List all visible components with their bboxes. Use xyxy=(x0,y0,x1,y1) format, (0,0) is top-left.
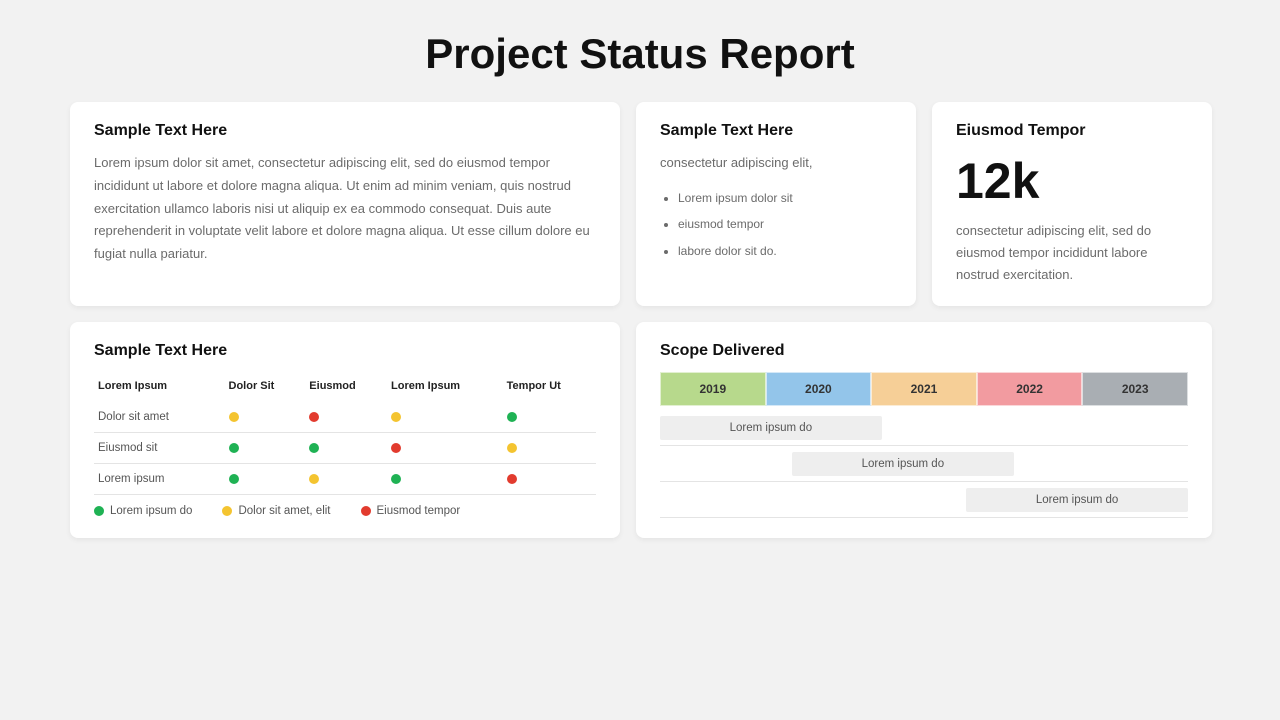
scope-year-row: 20192020202120222023 xyxy=(660,372,1188,406)
legend-label: Dolor sit amet, elit xyxy=(238,505,330,517)
status-cell xyxy=(387,433,503,464)
kpi-caption: consectetur adipiscing elit, sed do eius… xyxy=(956,220,1188,286)
status-dot-icon xyxy=(391,412,401,422)
dashboard-grid: Sample Text Here Lorem ipsum dolor sit a… xyxy=(70,102,1210,538)
status-dot-icon xyxy=(507,474,517,484)
status-cell xyxy=(305,433,387,464)
status-dot-icon xyxy=(309,443,319,453)
notes-intro: consectetur adipiscing elit, xyxy=(660,152,892,175)
scope-bars: Lorem ipsum do Lorem ipsum do Lorem ipsum … xyxy=(660,410,1188,518)
status-cell xyxy=(387,402,503,433)
col-header: Dolor Sit xyxy=(225,372,306,402)
kpi-title: Eiusmod Tempor xyxy=(956,122,1188,140)
status-cell xyxy=(225,433,306,464)
col-header: Tempor Ut xyxy=(503,372,596,402)
status-cell xyxy=(305,402,387,433)
status-dot-icon xyxy=(309,474,319,484)
scope-year-cell: 2019 xyxy=(660,372,766,406)
legend-item: Dolor sit amet, elit xyxy=(222,505,330,517)
scope-card: Scope Delivered 20192020202120222023 Lor… xyxy=(636,322,1212,538)
legend-dot-icon xyxy=(94,506,104,516)
status-dot-icon xyxy=(309,412,319,422)
kpi-card: Eiusmod Tempor 12k consectetur adipiscin… xyxy=(932,102,1212,306)
legend-dot-icon xyxy=(361,506,371,516)
col-header: Lorem Ipsum xyxy=(387,372,503,402)
legend-item: Eiusmod tempor xyxy=(361,505,461,517)
status-dot-icon xyxy=(229,474,239,484)
status-card: Sample Text Here Lorem Ipsum Dolor Sit E… xyxy=(70,322,620,538)
status-cell xyxy=(503,402,596,433)
status-dot-icon xyxy=(507,443,517,453)
page-title: Project Status Report xyxy=(70,30,1210,78)
status-legend: Lorem ipsum do Dolor sit amet, elit Eiusmo… xyxy=(94,505,596,517)
legend-label: Lorem ipsum do xyxy=(110,505,192,517)
notes-bullets: Lorem ipsum dolor sit eiusmod tempor lab… xyxy=(660,185,892,264)
status-dot-icon xyxy=(391,474,401,484)
status-cell xyxy=(225,464,306,495)
kpi-value: 12k xyxy=(956,152,1188,210)
legend-item: Lorem ipsum do xyxy=(94,505,192,517)
status-dot-icon xyxy=(229,412,239,422)
status-cell xyxy=(305,464,387,495)
col-header: Lorem Ipsum xyxy=(94,372,225,402)
col-header: Eiusmod xyxy=(305,372,387,402)
scope-bar: Lorem ipsum do xyxy=(660,416,882,440)
scope-bar-row: Lorem ipsum do xyxy=(660,446,1188,482)
summary-body: Lorem ipsum dolor sit amet, consectetur … xyxy=(94,152,596,266)
status-dot-icon xyxy=(507,412,517,422)
scope-bar-row: Lorem ipsum do xyxy=(660,410,1188,446)
scope-bar: Lorem ipsum do xyxy=(966,488,1188,512)
scope-bar-row: Lorem ipsum do xyxy=(660,482,1188,518)
scope-year-cell: 2022 xyxy=(977,372,1083,406)
list-item: eiusmod tempor xyxy=(678,211,892,237)
notes-card: Sample Text Here consectetur adipiscing … xyxy=(636,102,916,306)
scope-year-cell: 2020 xyxy=(766,372,872,406)
legend-label: Eiusmod tempor xyxy=(377,505,461,517)
summary-card: Sample Text Here Lorem ipsum dolor sit a… xyxy=(70,102,620,306)
scope-year-cell: 2023 xyxy=(1082,372,1188,406)
status-dot-icon xyxy=(391,443,401,453)
table-row: Dolor sit amet xyxy=(94,402,596,433)
scope-title: Scope Delivered xyxy=(660,342,1188,360)
row-label: Lorem ipsum xyxy=(94,464,225,495)
row-label: Dolor sit amet xyxy=(94,402,225,433)
scope-year-cell: 2021 xyxy=(871,372,977,406)
scope-bar: Lorem ipsum do xyxy=(792,452,1014,476)
table-row: Eiusmod sit xyxy=(94,433,596,464)
status-cell xyxy=(503,433,596,464)
table-row: Lorem ipsum xyxy=(94,464,596,495)
list-item: Lorem ipsum dolor sit xyxy=(678,185,892,211)
row-label: Eiusmod sit xyxy=(94,433,225,464)
status-cell xyxy=(503,464,596,495)
status-title: Sample Text Here xyxy=(94,342,596,360)
list-item: labore dolor sit do. xyxy=(678,238,892,264)
summary-title: Sample Text Here xyxy=(94,122,596,140)
status-table: Lorem Ipsum Dolor Sit Eiusmod Lorem Ipsu… xyxy=(94,372,596,495)
status-cell xyxy=(387,464,503,495)
notes-title: Sample Text Here xyxy=(660,122,892,140)
status-cell xyxy=(225,402,306,433)
legend-dot-icon xyxy=(222,506,232,516)
status-dot-icon xyxy=(229,443,239,453)
